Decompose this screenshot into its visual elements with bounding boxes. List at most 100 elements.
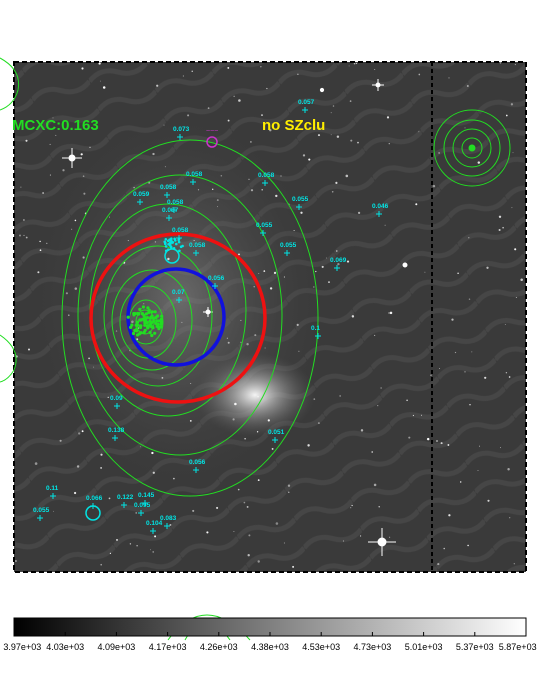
star-point [336, 250, 338, 252]
redshift-label: 0.058 [172, 227, 189, 234]
member-marker [143, 328, 147, 332]
star-point [269, 287, 273, 290]
star-point [360, 429, 364, 432]
star-point [248, 534, 251, 537]
star-point [167, 257, 170, 261]
star-point [317, 134, 321, 137]
star-point [350, 507, 352, 509]
member-marker [181, 244, 184, 248]
member-marker [159, 317, 163, 321]
redshift-cross [50, 493, 56, 499]
star-point [263, 270, 266, 272]
star-point [154, 535, 157, 538]
star-point [302, 154, 306, 157]
star-point [233, 530, 235, 533]
star-point [93, 366, 95, 368]
star-point [308, 158, 311, 161]
member-marker [138, 307, 142, 311]
star-point [83, 192, 86, 195]
star-point [139, 446, 141, 448]
redshift-cross [171, 207, 177, 213]
mcxc-label: MCXC:0.163 [12, 117, 99, 134]
star-point [169, 523, 172, 526]
redshift-cross [260, 230, 266, 236]
star-point [129, 543, 132, 545]
star-point [42, 192, 44, 194]
star-point [321, 265, 324, 268]
star-point [80, 153, 83, 156]
member-marker [145, 316, 149, 320]
star-point [328, 281, 330, 283]
star-point [55, 134, 57, 136]
star-point [464, 371, 466, 373]
star-point [191, 70, 193, 72]
star-point [256, 431, 259, 433]
star-point [151, 451, 154, 455]
star-point [39, 249, 42, 252]
redshift-cross [193, 467, 199, 473]
star-point [82, 175, 85, 178]
star-point [436, 440, 438, 442]
redshift-label: 0.055 [280, 242, 297, 249]
star-point [71, 228, 73, 230]
member-marker [149, 315, 153, 319]
star-point [74, 287, 78, 290]
member-marker [156, 324, 160, 329]
image-frame [13, 61, 527, 573]
star-point [283, 276, 285, 278]
star-point [415, 203, 418, 206]
star-point [49, 143, 51, 145]
star-point [181, 321, 183, 323]
member-marker [136, 323, 140, 327]
star-point [426, 437, 430, 441]
star-point [513, 563, 515, 565]
star-point [23, 234, 25, 236]
member-marker [155, 319, 159, 323]
star-point [280, 175, 282, 177]
star-point [271, 447, 274, 450]
star-point [437, 563, 440, 566]
redshift-cross [112, 435, 118, 441]
star-point [351, 315, 355, 318]
magenta-marker: ~~~ [206, 128, 218, 148]
star-point [59, 439, 62, 442]
star-point [440, 442, 443, 445]
member-marker [150, 310, 154, 314]
star-point [457, 272, 459, 274]
star-point [164, 166, 166, 168]
member-marker [139, 318, 143, 322]
star-point [384, 224, 386, 226]
star-point [388, 312, 390, 314]
star-point [388, 143, 390, 145]
star-point [373, 483, 377, 487]
colorbar-ticks [13, 632, 527, 636]
star-point [173, 477, 175, 480]
member-marker [129, 325, 133, 329]
star-point [136, 338, 139, 341]
star-point [82, 256, 85, 259]
star-point [207, 107, 210, 109]
star-point [161, 377, 164, 379]
redshift-cross [176, 297, 182, 303]
star-point [451, 318, 454, 321]
star-point [484, 376, 487, 379]
member-marker [152, 317, 156, 321]
star-point [514, 248, 517, 251]
member-marker [143, 323, 147, 327]
star-point [46, 242, 48, 245]
star-point [511, 207, 513, 209]
star-point [448, 514, 451, 517]
star-point [297, 73, 299, 75]
member-marker [152, 319, 156, 323]
star-point [443, 547, 445, 550]
redshift-cross [272, 437, 278, 443]
redshift-cross [176, 235, 182, 241]
star-point [459, 481, 462, 483]
star-point [283, 542, 285, 544]
redshift-cross [114, 403, 120, 409]
star-point [163, 124, 165, 126]
member-marker [151, 326, 155, 330]
star-point [233, 95, 235, 97]
redshift-cross [376, 211, 382, 217]
member-marker [177, 240, 181, 244]
